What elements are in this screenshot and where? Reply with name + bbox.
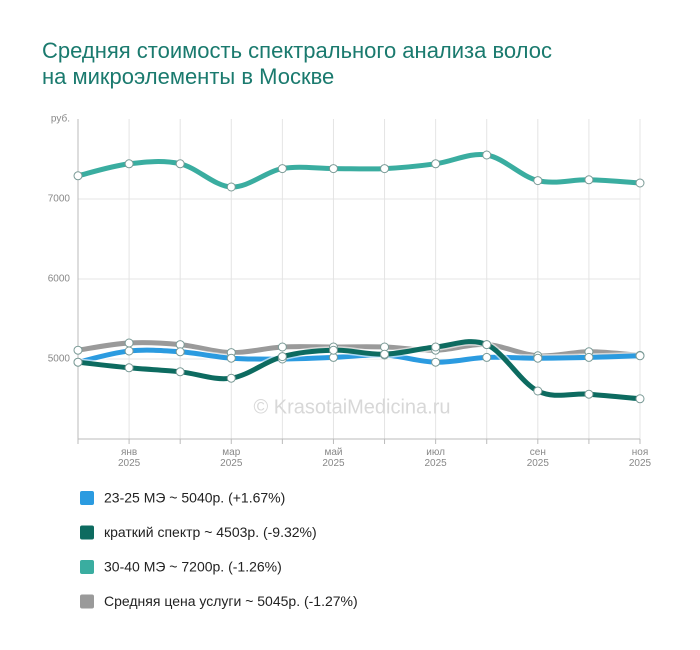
x-tick-label: май 2025 [322,447,345,469]
point [635,394,645,404]
point [124,338,134,348]
legend-swatch [80,594,94,609]
point [73,357,83,367]
point [482,352,492,362]
point [328,164,338,174]
legend-swatch [80,560,94,574]
x-tick-label: сен 2025 [526,447,549,469]
point [584,352,594,362]
legend-swatch [80,491,94,505]
point [482,340,492,350]
point [175,347,185,357]
point [277,352,287,362]
legend-label[interactable]: 23-25 МЭ ~ 5040р. (+1.67%) [104,490,285,506]
point [533,353,543,363]
point [328,345,338,355]
watermark: © KrasotaiMedicina.ru [253,396,450,418]
point [175,159,185,169]
x-tick-label: мар 2025 [220,447,243,469]
legend-label[interactable]: краткий спектр ~ 4503р. (-9.32%) [104,524,317,540]
y-tick-label: руб. [51,113,70,125]
x-tick-label: янв 2025 [117,447,141,469]
legend-label[interactable]: Средняя цена услуги ~ 5045р. (-1.27%) [104,593,358,609]
legend-label[interactable]: 30-40 МЭ ~ 7200р. (-1.26%) [104,559,282,575]
point [124,346,134,356]
point [226,182,236,192]
point [277,342,287,352]
point [584,175,594,185]
point [73,345,83,355]
point [635,178,645,188]
point [124,159,134,169]
point [175,367,185,377]
y-tick-label: 6000 [48,274,71,285]
point [380,164,390,174]
point [431,357,441,367]
point [124,363,134,373]
point [482,150,492,160]
y-tick-label: 7000 [48,194,71,205]
legend-swatch [80,525,94,540]
point [73,171,83,181]
x-tick-label: ноя 2025 [628,447,652,469]
chart-title: Средняя стоимость спектрального анализа … [42,38,552,89]
point [533,386,543,396]
series-line [77,151,641,190]
point [226,373,236,383]
point [277,164,287,174]
point [431,342,441,352]
point [380,349,390,359]
point [431,159,441,169]
point [226,353,236,363]
point [635,351,645,361]
point [533,176,543,186]
y-tick-label: 5000 [48,354,71,365]
x-tick-label: июл 2025 [424,447,447,469]
point [584,389,594,399]
